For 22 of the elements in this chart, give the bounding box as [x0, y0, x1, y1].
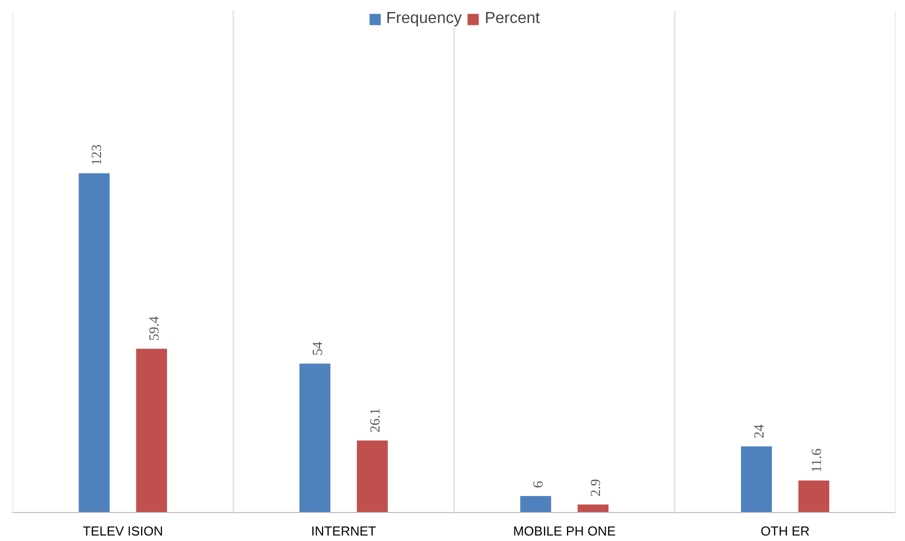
bar — [520, 496, 552, 512]
bar — [299, 364, 330, 512]
data-label: 59.4 — [148, 316, 163, 341]
bar — [740, 446, 772, 512]
x-tick-label: INTERNET — [311, 524, 376, 538]
legend-label: Percent — [484, 10, 540, 28]
data-label: 6 — [532, 480, 547, 488]
bar — [356, 440, 388, 512]
data-label: 24 — [752, 424, 768, 438]
bar — [78, 173, 110, 512]
x-tick-label: TELEV ISION — [82, 524, 163, 538]
legend-label: Frequency — [386, 10, 462, 28]
data-label: 26.1 — [368, 408, 384, 433]
bar — [136, 348, 168, 512]
x-tick-label: OTH ER — [760, 524, 810, 538]
data-label: 54 — [310, 342, 326, 356]
data-label: 123 — [90, 144, 106, 166]
bar — [798, 480, 830, 512]
bar — [578, 504, 609, 512]
data-label: 2.9 — [589, 479, 604, 497]
x-tick-label: MOBILE PH ONE — [513, 524, 616, 538]
data-label: 11.6 — [810, 448, 825, 473]
